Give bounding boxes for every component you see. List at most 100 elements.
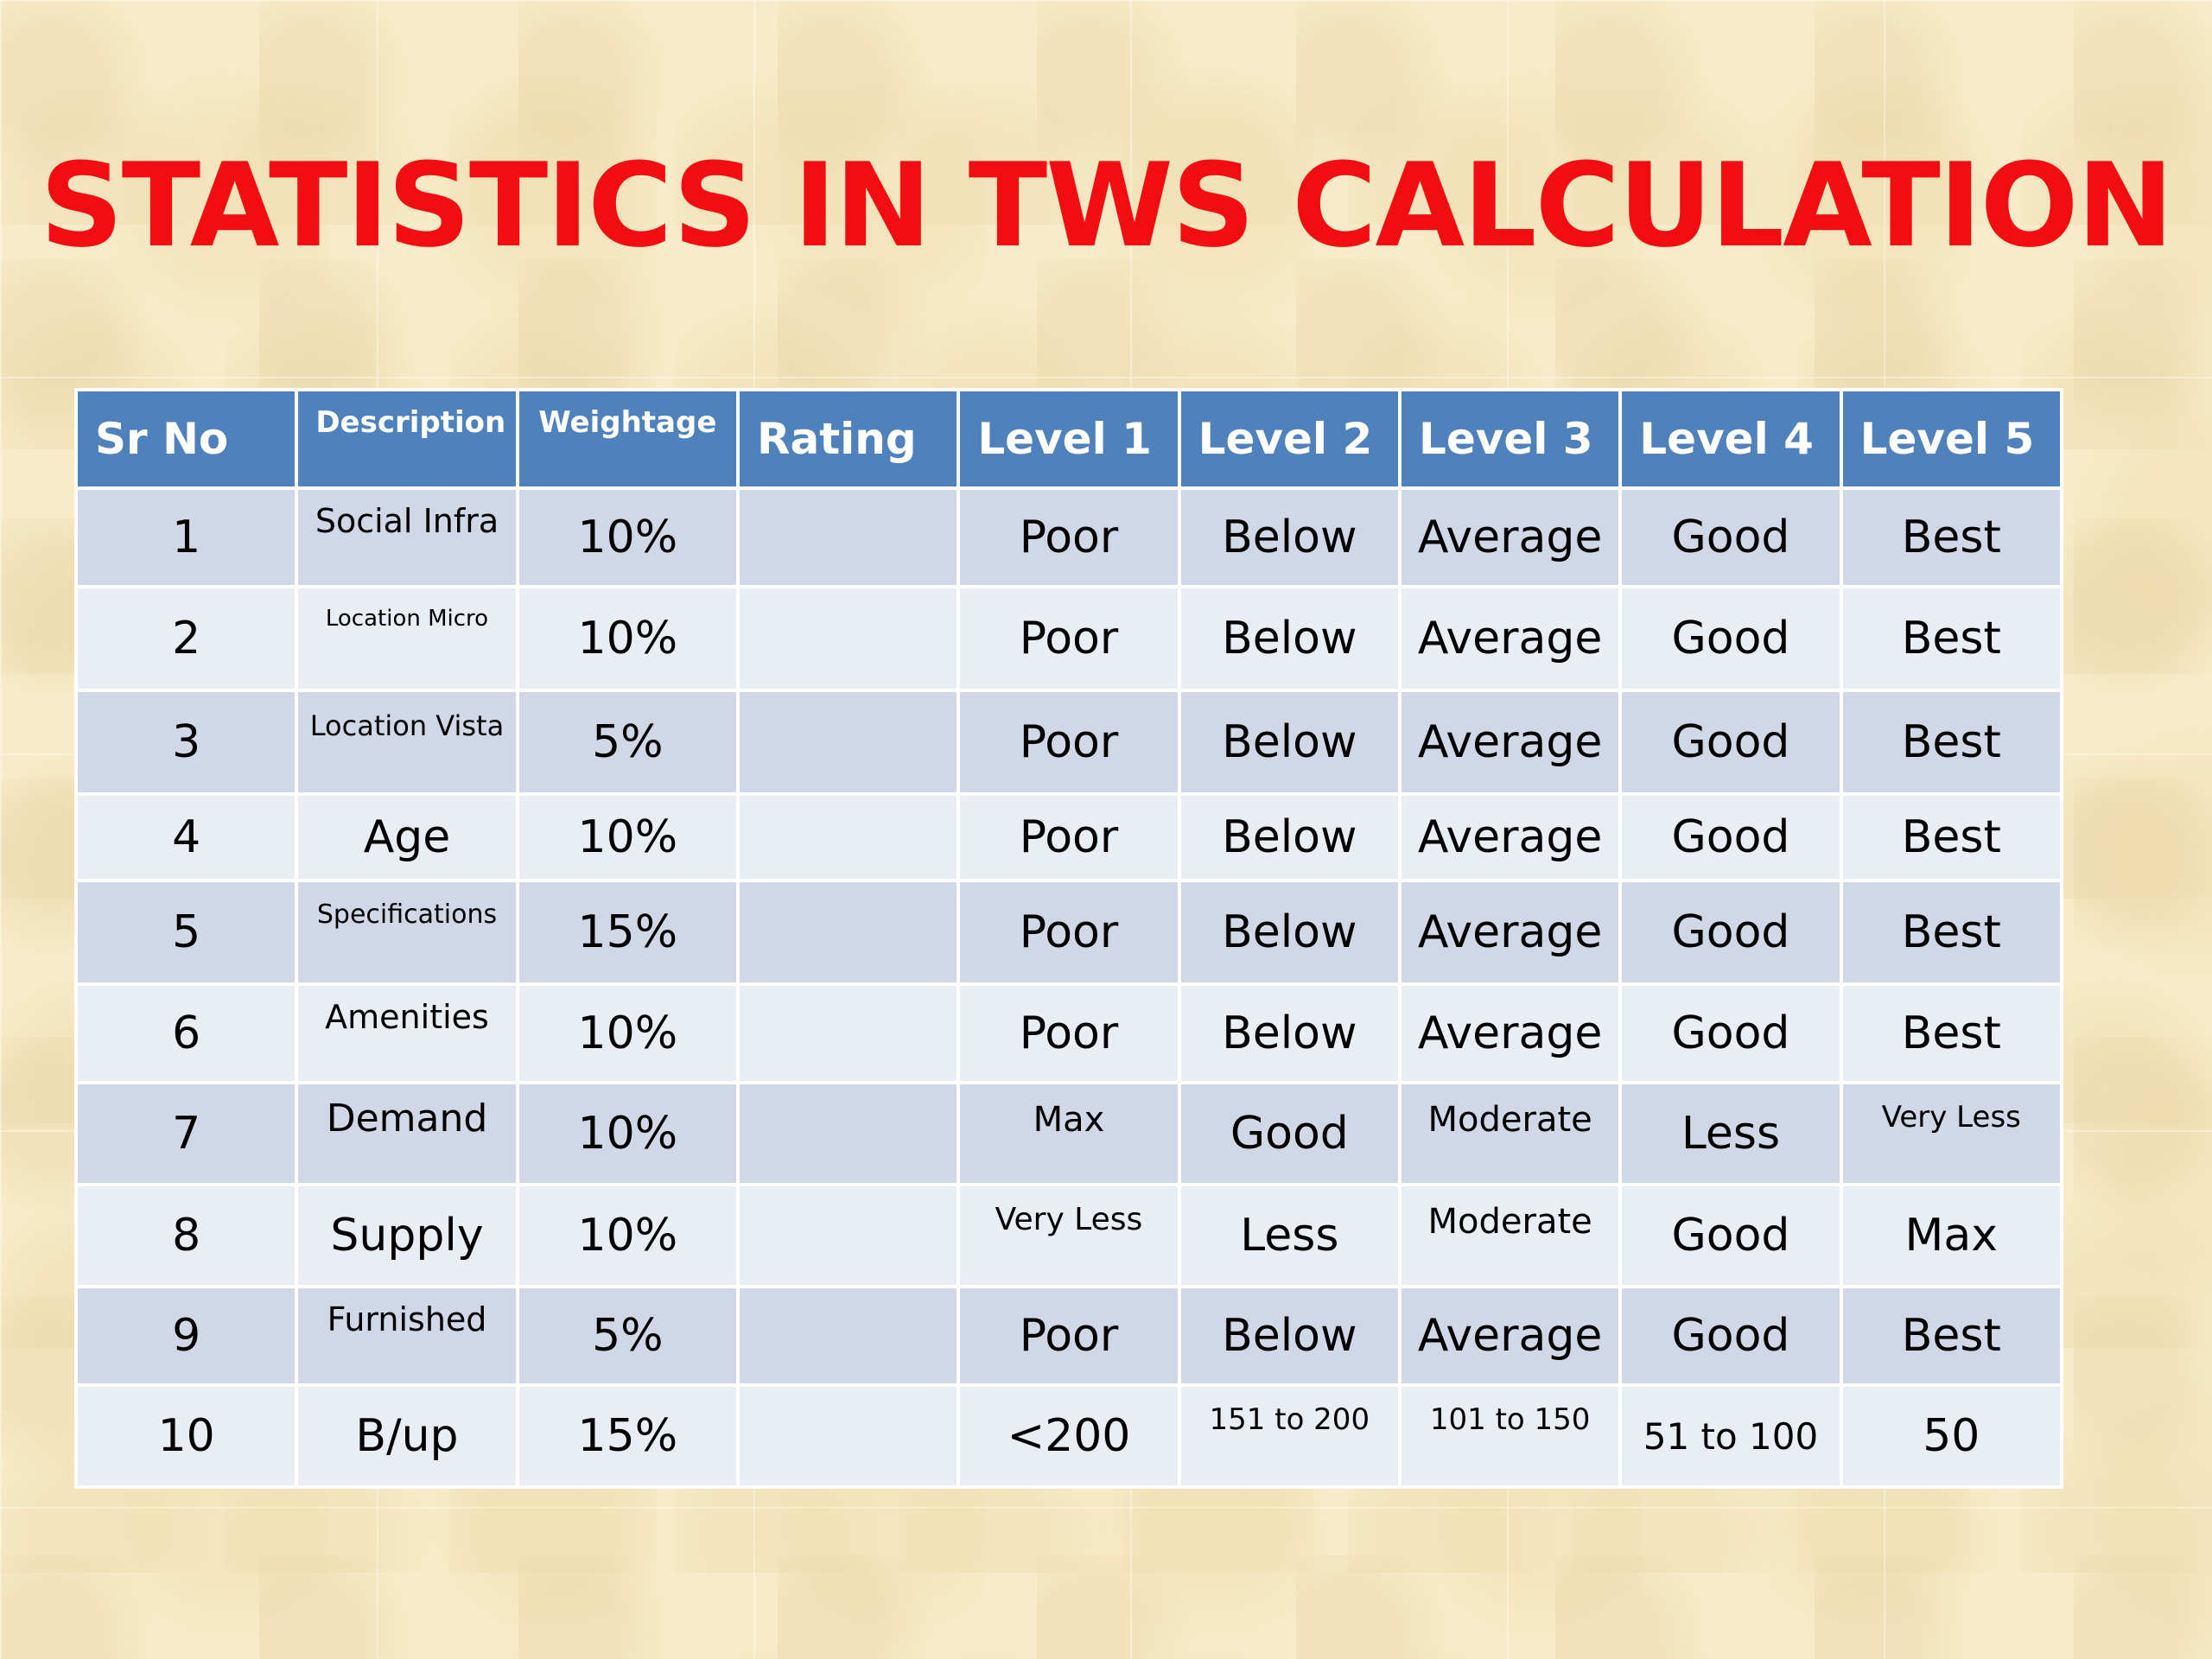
cell-level-4: Less — [1622, 1084, 1840, 1183]
stats-table: Sr No Description Weightage Rating Level… — [74, 388, 2063, 1489]
cell-sr-no: 10 — [78, 1387, 296, 1485]
cell-level-5: Best — [1842, 692, 2060, 792]
header-level-4: Level 4 — [1622, 391, 1840, 486]
cell-level-1: Poor — [960, 692, 1178, 792]
cell-sr-no: 3 — [78, 692, 296, 792]
cell-sr-no: 5 — [78, 882, 296, 982]
cell-level-3: Average — [1401, 490, 1619, 585]
cell-description: Social Infra — [298, 490, 516, 585]
cell-sr-no: 8 — [78, 1186, 296, 1285]
cell-level-2: Good — [1180, 1084, 1398, 1183]
cell-description: Location Vista — [298, 692, 516, 792]
header-level-5: Level 5 — [1842, 391, 2060, 486]
table-row: 8 Supply 10% Very Less Less Moderate Goo… — [78, 1186, 2060, 1285]
cell-description: Amenities — [298, 986, 516, 1081]
cell-level-2: Below — [1180, 490, 1398, 585]
cell-description: Age — [298, 796, 516, 879]
cell-level-1: Poor — [960, 882, 1178, 982]
cell-level-3: Average — [1401, 692, 1619, 792]
header-rating: Rating — [739, 391, 957, 486]
table-row: 10 B/up 15% <200 151 to 200 101 to 150 5… — [78, 1387, 2060, 1485]
table-row: 4 Age 10% Poor Below Average Good Best — [78, 796, 2060, 879]
cell-level-5: Very Less — [1842, 1084, 2060, 1183]
cell-rating — [739, 796, 957, 879]
cell-rating — [739, 1186, 957, 1285]
cell-sr-no: 7 — [78, 1084, 296, 1183]
cell-rating — [739, 1084, 957, 1183]
cell-weightage: 10% — [518, 1084, 736, 1183]
cell-level-5: Best — [1842, 588, 2060, 689]
cell-level-2: Below — [1180, 986, 1398, 1081]
cell-level-2: Below — [1180, 692, 1398, 792]
cell-level-1: Poor — [960, 1288, 1178, 1383]
cell-level-4: 51 to 100 — [1622, 1387, 1840, 1485]
header-weightage: Weightage — [518, 391, 736, 486]
cell-level-4: Good — [1622, 796, 1840, 879]
header-level-1: Level 1 — [960, 391, 1178, 486]
cell-level-3: Average — [1401, 986, 1619, 1081]
cell-level-5: Best — [1842, 882, 2060, 982]
cell-level-1: Poor — [960, 796, 1178, 879]
page-title: STATISTICS IN TWS CALCULATION — [40, 138, 2173, 273]
cell-description: Specifications — [298, 882, 516, 982]
cell-level-5: Max — [1842, 1186, 2060, 1285]
cell-level-3: Moderate — [1401, 1186, 1619, 1285]
table-row: 7 Demand 10% Max Good Moderate Less Very… — [78, 1084, 2060, 1183]
cell-level-4: Good — [1622, 986, 1840, 1081]
cell-rating — [739, 986, 957, 1081]
cell-level-5: Best — [1842, 796, 2060, 879]
cell-description: B/up — [298, 1387, 516, 1485]
cell-level-3: Average — [1401, 882, 1619, 982]
cell-weightage: 15% — [518, 882, 736, 982]
cell-level-3: Average — [1401, 1288, 1619, 1383]
cell-level-5: Best — [1842, 490, 2060, 585]
cell-sr-no: 2 — [78, 588, 296, 689]
cell-level-1: Poor — [960, 588, 1178, 689]
cell-level-4: Good — [1622, 1288, 1840, 1383]
cell-rating — [739, 692, 957, 792]
cell-rating — [739, 1387, 957, 1485]
cell-level-2: Below — [1180, 882, 1398, 982]
cell-level-2: Below — [1180, 1288, 1398, 1383]
cell-weightage: 5% — [518, 692, 736, 792]
cell-level-3: 101 to 150 — [1401, 1387, 1619, 1485]
cell-level-4: Good — [1622, 882, 1840, 982]
cell-sr-no: 6 — [78, 986, 296, 1081]
cell-description: Location Micro — [298, 588, 516, 689]
table-row: 2 Location Micro 10% Poor Below Average … — [78, 588, 2060, 689]
cell-level-3: Average — [1401, 796, 1619, 879]
cell-level-4: Good — [1622, 490, 1840, 585]
cell-weightage: 15% — [518, 1387, 736, 1485]
cell-rating — [739, 882, 957, 982]
table-row: 6 Amenities 10% Poor Below Average Good … — [78, 986, 2060, 1081]
cell-description: Demand — [298, 1084, 516, 1183]
cell-weightage: 10% — [518, 1186, 736, 1285]
cell-description: Furnished — [298, 1288, 516, 1383]
cell-level-1: <200 — [960, 1387, 1178, 1485]
cell-weightage: 5% — [518, 1288, 736, 1383]
cell-level-4: Good — [1622, 588, 1840, 689]
table-row: 1 Social Infra 10% Poor Below Average Go… — [78, 490, 2060, 585]
cell-level-1: Max — [960, 1084, 1178, 1183]
table-row: 5 Specifications 15% Poor Below Average … — [78, 882, 2060, 982]
table-row: 3 Location Vista 5% Poor Below Average G… — [78, 692, 2060, 792]
cell-level-5: Best — [1842, 986, 2060, 1081]
cell-level-2: Below — [1180, 588, 1398, 689]
cell-level-3: Average — [1401, 588, 1619, 689]
cell-weightage: 10% — [518, 490, 736, 585]
cell-level-2: 151 to 200 — [1180, 1387, 1398, 1485]
header-level-3: Level 3 — [1401, 391, 1619, 486]
cell-sr-no: 4 — [78, 796, 296, 879]
cell-level-2: Less — [1180, 1186, 1398, 1285]
cell-sr-no: 1 — [78, 490, 296, 585]
cell-sr-no: 9 — [78, 1288, 296, 1383]
cell-level-1: Poor — [960, 490, 1178, 585]
cell-weightage: 10% — [518, 796, 736, 879]
cell-level-1: Poor — [960, 986, 1178, 1081]
cell-level-2: Below — [1180, 796, 1398, 879]
cell-level-4: Good — [1622, 1186, 1840, 1285]
cell-level-5: 50 — [1842, 1387, 2060, 1485]
cell-level-1: Very Less — [960, 1186, 1178, 1285]
cell-description: Supply — [298, 1186, 516, 1285]
table-header-row: Sr No Description Weightage Rating Level… — [78, 391, 2060, 486]
